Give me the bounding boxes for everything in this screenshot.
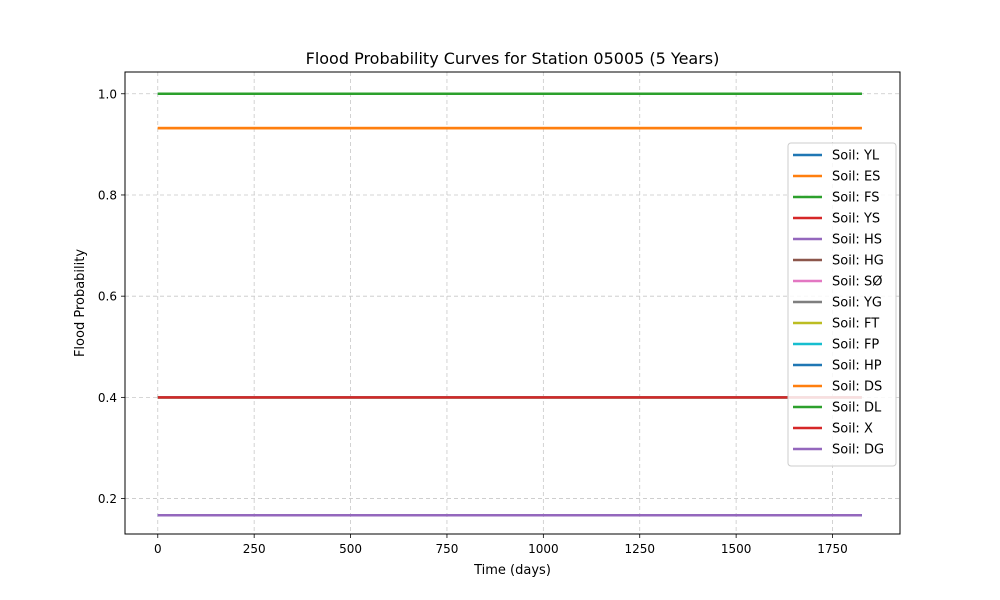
legend-label: Soil: HP — [832, 359, 882, 374]
x-tick-label: 1500 — [721, 542, 752, 556]
x-axis-label: Time (days) — [473, 563, 551, 578]
legend-label: Soil: DL — [832, 401, 882, 416]
x-tick-label: 1750 — [817, 542, 848, 556]
legend-label: Soil: HS — [832, 233, 882, 248]
x-tick-label: 500 — [339, 542, 362, 556]
plot-frame — [124, 71, 901, 535]
legend: Soil: YL Soil: ES Soil: FS Soil: YS Soil: HS… — [787, 142, 897, 467]
y-tick-label: 0.4 — [98, 391, 117, 405]
x-tick-label: 0 — [154, 542, 162, 556]
legend-label: Soil: SØ — [832, 275, 882, 290]
legend-label: Soil: X — [832, 422, 873, 437]
x-tick-label: 1000 — [528, 542, 559, 556]
x-tick-label: 1250 — [624, 542, 655, 556]
y-tick-label: 0.2 — [98, 492, 117, 506]
legend-label: Soil: YG — [832, 296, 882, 311]
legend-label: Soil: YS — [832, 212, 880, 227]
legend-label: Soil: HG — [832, 254, 884, 269]
legend-label: Soil: DS — [832, 380, 882, 395]
grid — [125, 72, 900, 534]
series-lines — [157, 92, 862, 517]
y-tick-label: 0.6 — [98, 290, 117, 304]
legend-label: Soil: FT — [832, 317, 879, 332]
x-tick-label: 750 — [435, 542, 458, 556]
y-tick-label: 1.0 — [98, 87, 117, 101]
x-tick-label: 250 — [243, 542, 266, 556]
legend-label: Soil: FS — [832, 191, 879, 206]
legend-label: Soil: DG — [832, 443, 884, 458]
axis-ticks: 0 250 500 750 1000 1250 1500 1750 0.2 0.4 0.6 0.8 1.… — [98, 87, 848, 556]
legend-label: Soil: YL — [832, 149, 880, 164]
y-tick-label: 0.8 — [98, 188, 117, 202]
chart-title: Flood Probability Curves for Station 050… — [306, 49, 720, 68]
legend-label: Soil: ES — [832, 170, 880, 185]
legend-label: Soil: FP — [832, 338, 879, 353]
y-axis-label: Flood Probability — [73, 249, 88, 357]
